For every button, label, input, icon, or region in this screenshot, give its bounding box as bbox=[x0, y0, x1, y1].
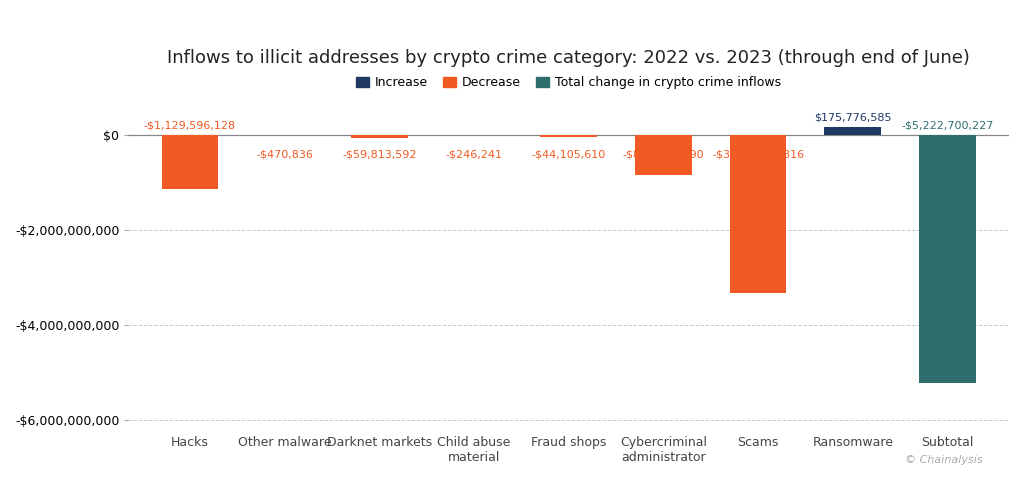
Bar bbox=[351, 136, 408, 138]
Bar bbox=[920, 136, 976, 383]
Text: -$5,222,700,227: -$5,222,700,227 bbox=[901, 121, 993, 131]
Text: -$44,105,610: -$44,105,610 bbox=[531, 150, 606, 160]
Text: -$839,785,590: -$839,785,590 bbox=[623, 150, 705, 160]
Bar bbox=[635, 136, 692, 175]
Text: -$246,241: -$246,241 bbox=[445, 150, 503, 160]
Bar bbox=[730, 136, 786, 293]
Title: Inflows to illicit addresses by crypto crime category: 2022 vs. 2023 (through en: Inflows to illicit addresses by crypto c… bbox=[167, 48, 970, 67]
Bar bbox=[824, 127, 882, 136]
Text: -$1,129,596,128: -$1,129,596,128 bbox=[144, 121, 236, 131]
Bar bbox=[162, 136, 218, 189]
Text: -$3,324,458,816: -$3,324,458,816 bbox=[712, 150, 804, 160]
Text: © Chainalysis: © Chainalysis bbox=[905, 455, 983, 465]
Text: $175,776,585: $175,776,585 bbox=[814, 113, 892, 123]
Bar bbox=[541, 136, 597, 137]
Text: -$59,813,592: -$59,813,592 bbox=[342, 150, 417, 160]
Legend: Increase, Decrease, Total change in crypto crime inflows: Increase, Decrease, Total change in cryp… bbox=[351, 71, 786, 94]
Text: -$470,836: -$470,836 bbox=[256, 150, 313, 160]
